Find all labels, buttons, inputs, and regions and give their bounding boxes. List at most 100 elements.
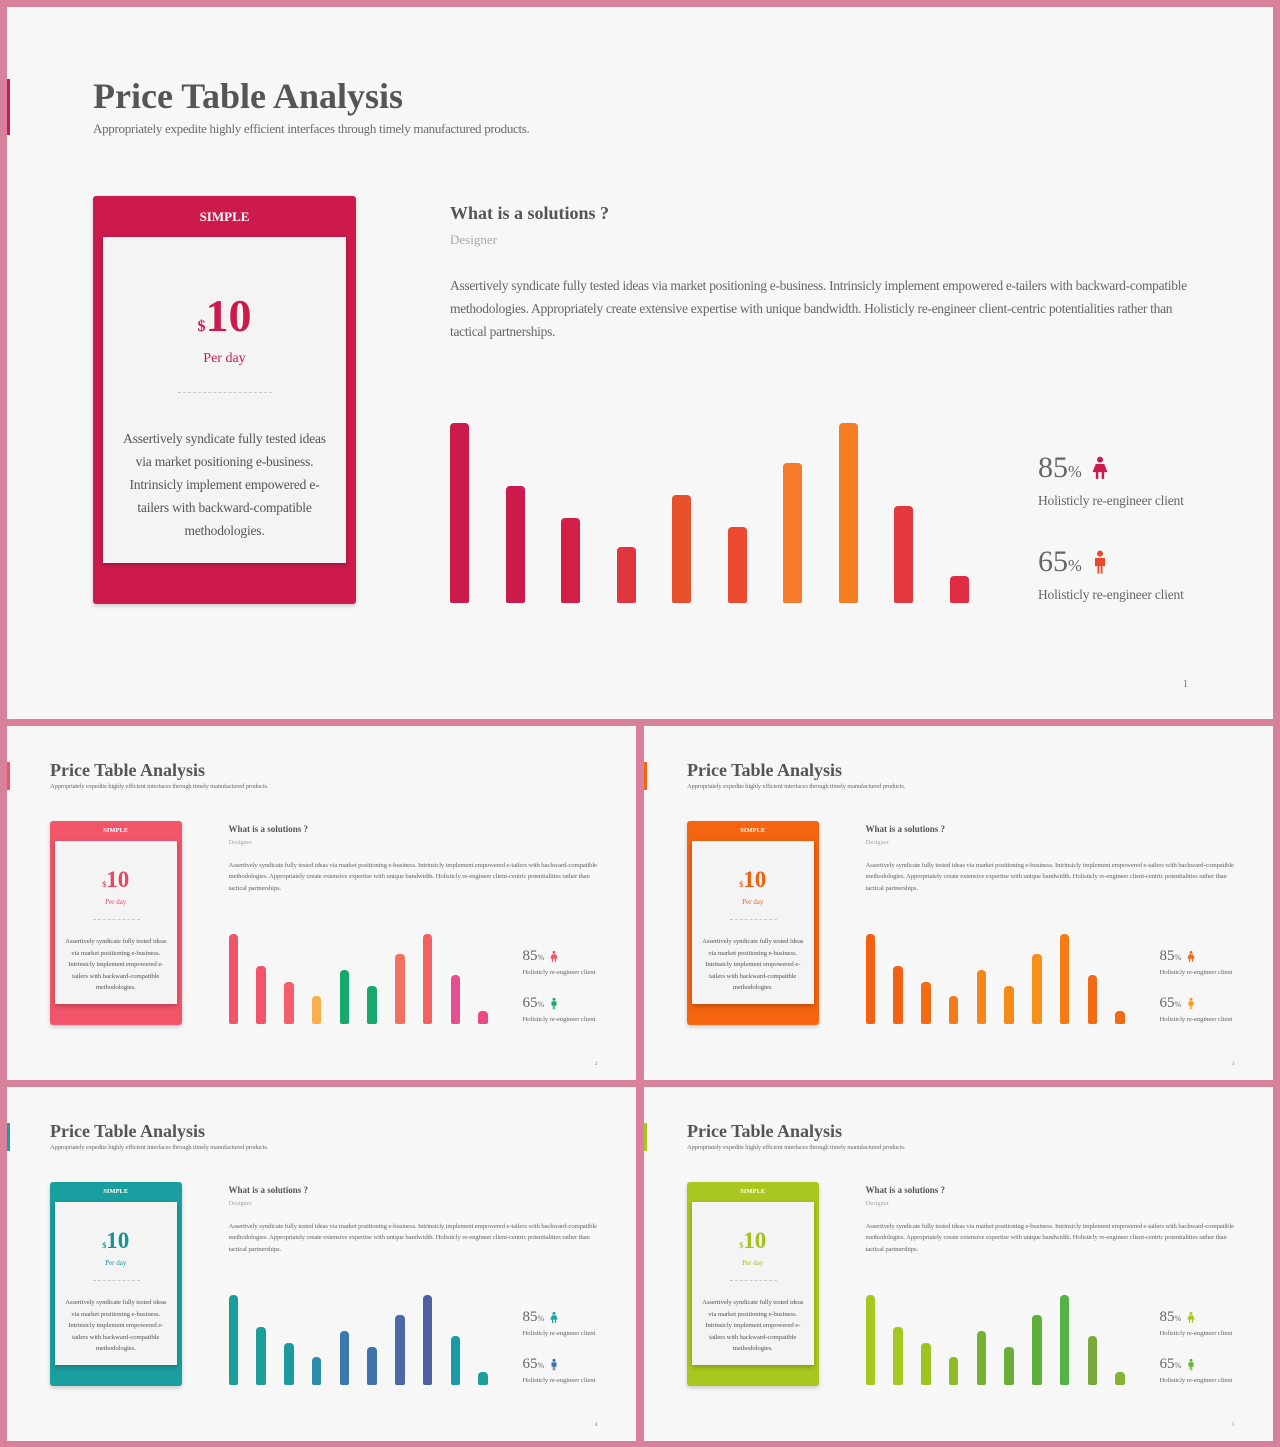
- bar-10: [1115, 1010, 1125, 1024]
- bar-chart: [865, 1294, 1126, 1385]
- divider: [92, 1279, 140, 1281]
- stat-2-unit: %: [1174, 1361, 1182, 1370]
- plan-label: SIMPLE: [103, 1188, 129, 1195]
- description-paragraph: Assertively syndicate fully tested ideas…: [228, 1222, 598, 1253]
- plan-description: Assertively syndicate fully tested ideas…: [65, 1299, 167, 1352]
- slide-title: Price Table Analysis: [687, 760, 843, 780]
- bar-4: [616, 547, 636, 603]
- stat-1-value: 85%: [523, 1309, 545, 1326]
- male-icon: [549, 1358, 559, 1371]
- bar-8: [1059, 934, 1070, 1024]
- plan-description: Assertively syndicate fully tested ideas…: [123, 431, 326, 538]
- slide-5: Price Table Analysis Appropriately expedi…: [644, 1087, 1273, 1441]
- stat-2-label: Holisticly re-engineer client: [522, 1377, 596, 1384]
- page-number: 1: [1183, 679, 1188, 690]
- stat-2-label: Holisticly re-engineer client: [1038, 587, 1184, 602]
- question-heading: What is a solutions ?: [228, 1185, 309, 1195]
- male-icon: [1186, 997, 1196, 1010]
- stat-2-label: Holisticly re-engineer client: [1159, 1377, 1233, 1384]
- pricing-card: SIMPLE $10 Per day Assertively syndicate fu…: [687, 820, 819, 1025]
- bar-5: [339, 1331, 349, 1385]
- bar-9: [450, 975, 460, 1024]
- role-label: Designer: [450, 232, 497, 247]
- bar-chart: [228, 1294, 489, 1385]
- bar-chart: [228, 933, 489, 1024]
- price-value: 10: [205, 290, 252, 341]
- question-heading: What is a solutions ?: [450, 203, 610, 223]
- male-icon: [1186, 1358, 1196, 1371]
- bar-1: [865, 1295, 875, 1385]
- bar-2: [893, 965, 903, 1024]
- stat-2-label: Holisticly re-engineer client: [522, 1016, 596, 1023]
- stat-2-number: 65: [522, 995, 538, 1011]
- bar-5: [339, 970, 349, 1024]
- bar-4: [311, 1357, 322, 1385]
- accent-bar: [644, 762, 647, 790]
- description-paragraph: Assertively syndicate fully tested ideas…: [865, 861, 1235, 892]
- stat-1-unit: %: [537, 953, 545, 962]
- stat-1-label: Holisticly re-engineer client: [522, 969, 596, 976]
- bar-10: [1115, 1371, 1125, 1385]
- stat-2-label: Holisticly re-engineer client: [1159, 1016, 1233, 1023]
- bar-6: [1004, 1347, 1014, 1385]
- slide-2: Price Table Analysis Appropriately expedi…: [7, 726, 636, 1080]
- bar-8: [422, 934, 433, 1024]
- bar-4: [948, 1357, 959, 1385]
- description-paragraph: Assertively syndicate fully tested ideas…: [450, 278, 1187, 339]
- role-label: Designer: [865, 1199, 889, 1207]
- bar-7: [1032, 953, 1042, 1024]
- slide-1: Price Table Analysis Appropriately expedi…: [7, 7, 1273, 719]
- bar-1: [450, 423, 469, 603]
- question-heading: What is a solutions ?: [228, 824, 309, 834]
- stat-2-unit: %: [537, 1361, 545, 1370]
- question-heading: What is a solutions ?: [865, 1185, 946, 1195]
- bar-1: [865, 934, 875, 1024]
- bar-2: [256, 1326, 266, 1385]
- plan-label: SIMPLE: [199, 209, 250, 224]
- plan-label: SIMPLE: [740, 1188, 766, 1195]
- bar-3: [284, 981, 294, 1024]
- stat-1-number: 85: [522, 948, 538, 964]
- accent-bar: [644, 1123, 647, 1151]
- bar-7: [783, 462, 802, 603]
- stat-1-label: Holisticly re-engineer client: [1159, 1330, 1233, 1337]
- stat-2-value: 65%: [1038, 545, 1082, 579]
- slide-subtitle: Appropriately expedite highly efficient …: [50, 783, 269, 790]
- female-icon: [1186, 1311, 1196, 1324]
- description-paragraph: Assertively syndicate fully tested ideas…: [228, 861, 598, 892]
- price-value: 10: [743, 867, 767, 892]
- bar-9: [1087, 1336, 1097, 1385]
- page-number: 3: [1232, 1062, 1235, 1067]
- price-value: 10: [106, 1228, 130, 1253]
- role-label: Designer: [865, 838, 889, 846]
- slide-title: Price Table Analysis: [93, 76, 404, 116]
- slide-4: Price Table Analysis Appropriately expedi…: [7, 1087, 636, 1441]
- bar-3: [921, 1342, 931, 1385]
- male-icon: [549, 997, 559, 1010]
- page-number: 5: [1232, 1423, 1235, 1428]
- bar-8: [1059, 1295, 1070, 1385]
- bar-9: [450, 1336, 460, 1385]
- plan-description: Assertively syndicate fully tested ideas…: [702, 1299, 804, 1352]
- stat-2-value: 65%: [1160, 1356, 1182, 1373]
- page-number: 4: [595, 1423, 598, 1428]
- bar-4: [311, 996, 322, 1024]
- description-paragraph: Assertively syndicate fully tested ideas…: [865, 1222, 1235, 1253]
- stat-2-value: 65%: [523, 1356, 545, 1373]
- divider: [92, 918, 140, 920]
- stat-1-number: 85: [522, 1309, 538, 1325]
- price-value: 10: [106, 867, 130, 892]
- bar-6: [727, 527, 747, 603]
- price-period: Per day: [742, 898, 764, 906]
- female-icon: [1090, 455, 1110, 481]
- stat-1-value: 85%: [1160, 1309, 1182, 1326]
- stat-2-unit: %: [1174, 1000, 1182, 1009]
- plan-description: Assertively syndicate fully tested ideas…: [65, 938, 167, 991]
- pricing-card: SIMPLE $10 Per day Assertively syndicate fu…: [50, 1181, 182, 1386]
- pricing-card-body: $10 Per day Assertively syndicate fully te…: [55, 841, 177, 1004]
- price-value: 10: [743, 1228, 767, 1253]
- bar-6: [367, 1347, 377, 1385]
- pricing-card-body: $10 Per day Assertively syndicate fully te…: [55, 1202, 177, 1365]
- slide-title: Price Table Analysis: [687, 1121, 843, 1141]
- bar-7: [1032, 1314, 1042, 1385]
